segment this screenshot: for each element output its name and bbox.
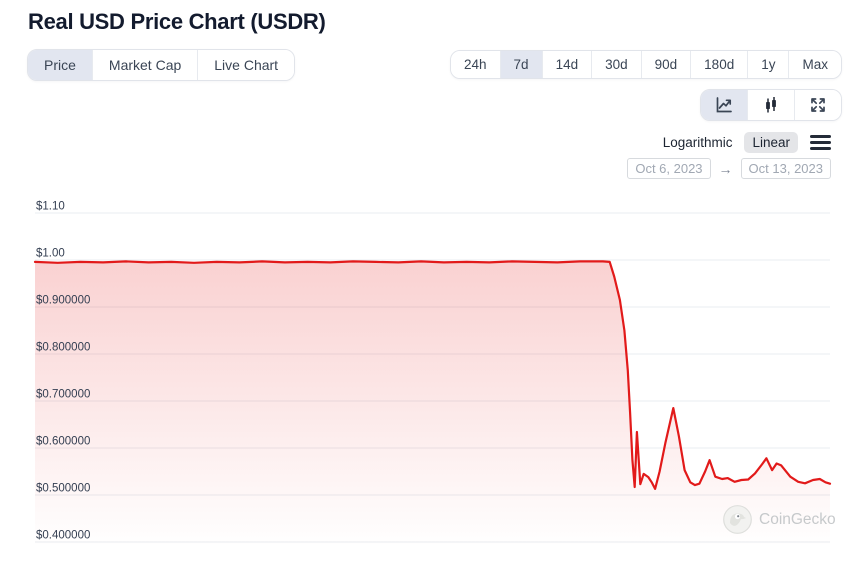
start-date-input[interactable]: Oct 6, 2023 <box>627 158 711 179</box>
y-tick-label: $0.900000 <box>36 295 90 307</box>
coingecko-watermark: CoinGecko <box>723 505 836 534</box>
price-line <box>33 260 832 490</box>
fullscreen-icon <box>811 98 825 112</box>
y-axis-labels: $1.10 $1.00 $0.900000 $0.800000 $0.700000 $0.… <box>36 201 90 542</box>
page-title: Real USD Price Chart (USDR) <box>28 9 326 34</box>
tab-market-cap[interactable]: Market Cap <box>91 50 198 80</box>
y-tick-label: $0.800000 <box>36 342 90 354</box>
tab-live-chart[interactable]: Live Chart <box>197 50 295 80</box>
y-tick-label: $0.600000 <box>36 436 90 448</box>
range-90d[interactable]: 90d <box>640 51 691 78</box>
range-14d[interactable]: 14d <box>541 51 592 78</box>
line-chart-icon <box>716 97 732 113</box>
range-30d[interactable]: 30d <box>591 51 641 78</box>
linear-option[interactable]: Linear <box>744 132 798 153</box>
price-series <box>33 260 832 547</box>
y-tick-label: $1.00 <box>36 248 65 260</box>
range-24h[interactable]: 24h <box>451 51 500 78</box>
y-tick-label: $0.700000 <box>36 389 90 401</box>
end-date-input[interactable]: Oct 13, 2023 <box>740 158 831 179</box>
date-range-picker: Oct 6, 2023 → Oct 13, 2023 <box>627 158 831 179</box>
chart-type-tabs: Price Market Cap Live Chart <box>27 49 296 81</box>
chart-style-toolbar <box>700 89 842 121</box>
chart-menu-icon[interactable] <box>810 134 831 151</box>
coingecko-logo-icon <box>723 505 752 534</box>
time-range-selector: 24h 7d 14d 30d 90d 180d 1y Max <box>450 50 842 79</box>
candlestick-button[interactable] <box>747 90 794 120</box>
y-tick-label: $0.400000 <box>36 530 90 542</box>
logarithmic-option[interactable]: Logarithmic <box>662 135 733 150</box>
line-chart-button[interactable] <box>701 90 747 120</box>
range-180d[interactable]: 180d <box>690 51 748 78</box>
candlestick-icon <box>766 97 776 113</box>
price-area-fill <box>35 261 830 547</box>
y-tick-label: $0.500000 <box>36 483 90 495</box>
arrow-right-icon: → <box>718 160 733 177</box>
range-max[interactable]: Max <box>788 51 841 78</box>
fullscreen-button[interactable] <box>794 90 841 120</box>
y-tick-label: $1.10 <box>36 201 65 213</box>
scale-toggle: Logarithmic Linear <box>663 132 831 153</box>
range-7d[interactable]: 7d <box>499 51 542 78</box>
tab-price[interactable]: Price <box>28 50 92 80</box>
watermark-text: CoinGecko <box>759 510 836 528</box>
range-1y[interactable]: 1y <box>747 51 789 78</box>
